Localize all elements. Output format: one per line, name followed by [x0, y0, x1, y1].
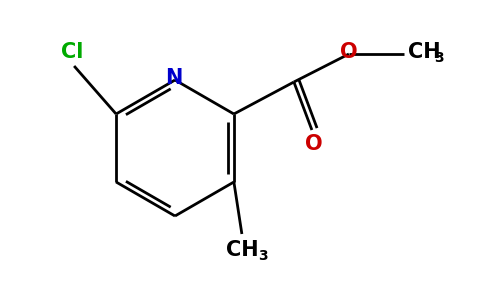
Text: 3: 3 [258, 249, 268, 263]
Text: O: O [340, 42, 358, 62]
Text: 3: 3 [434, 51, 443, 65]
Text: N: N [166, 68, 182, 88]
Text: Cl: Cl [61, 42, 83, 62]
Text: O: O [305, 134, 323, 154]
Text: CH: CH [226, 240, 258, 260]
Text: CH: CH [408, 42, 440, 62]
